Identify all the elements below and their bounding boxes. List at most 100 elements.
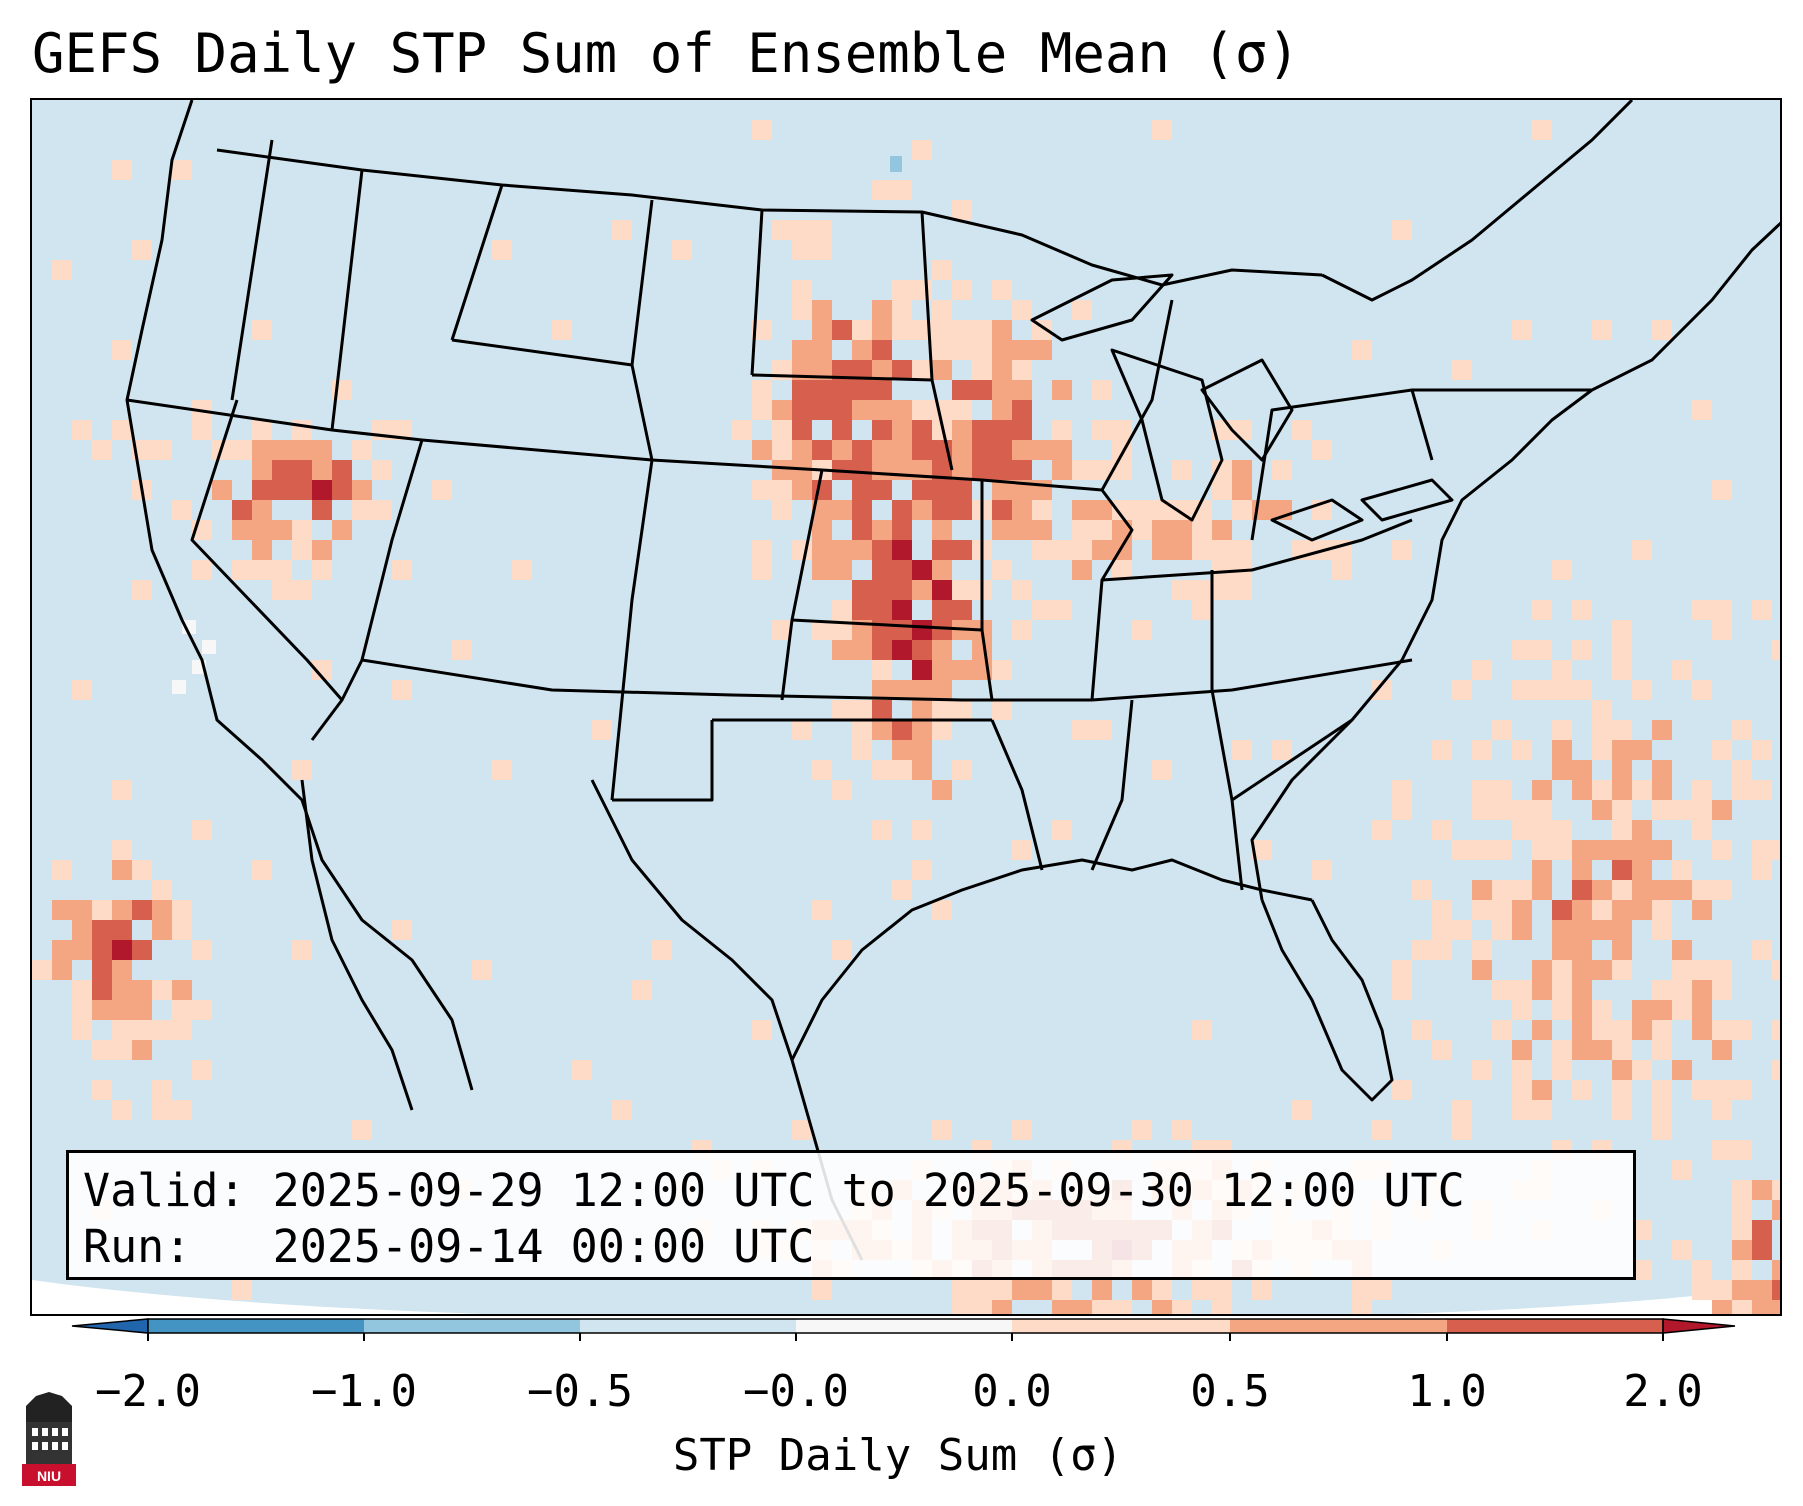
- valid-time-text: Valid: 2025-09-29 12:00 UTC to 2025-09-3…: [83, 1164, 1465, 1217]
- stp-cell: [72, 920, 92, 940]
- stp-cell: [1572, 1080, 1592, 1100]
- stp-cell: [932, 1120, 952, 1140]
- stp-cell: [112, 1000, 132, 1020]
- stp-cell: [812, 360, 832, 380]
- stp-cell: [32, 960, 52, 980]
- stp-cell: [72, 420, 92, 440]
- stp-cell: [1652, 840, 1672, 860]
- stp-cell: [1552, 820, 1572, 840]
- stp-cell: [1092, 520, 1112, 540]
- stp-cell: [912, 500, 932, 520]
- stp-cell: [1132, 520, 1152, 540]
- colorbar-bin: [364, 1319, 580, 1333]
- stp-cell: [1532, 120, 1552, 140]
- stp-cell: [1232, 740, 1252, 760]
- stp-cell: [1492, 880, 1512, 900]
- stp-cell: [1232, 480, 1252, 500]
- stp-cell: [1392, 1080, 1412, 1100]
- stp-cell: [272, 520, 292, 540]
- stp-cell: [892, 740, 912, 760]
- stp-cell: [1532, 1080, 1552, 1100]
- stp-cell: [872, 480, 892, 500]
- stp-cell: [1392, 780, 1412, 800]
- stp-cell: [812, 1280, 832, 1300]
- stp-cell: [772, 440, 792, 460]
- stp-cell: [1632, 680, 1652, 700]
- stp-cell: [892, 360, 912, 380]
- stp-cell: [232, 1280, 252, 1300]
- stp-cell: [1012, 580, 1032, 600]
- stp-cell: [1632, 1220, 1652, 1240]
- colorbar-bin: [1230, 1319, 1447, 1333]
- stp-cell: [1592, 920, 1612, 940]
- stp-cell: [1092, 500, 1112, 520]
- stp-cell: [1052, 540, 1072, 560]
- stp-cell: [1092, 1280, 1112, 1300]
- stp-cell: [1012, 400, 1032, 420]
- stp-cell: [612, 220, 632, 240]
- stp-cell: [1472, 780, 1492, 800]
- stp-cell: [932, 720, 952, 740]
- stp-cell: [1652, 900, 1672, 920]
- stp-cell: [1572, 600, 1592, 620]
- stp-cell: [812, 380, 832, 400]
- map-panel[interactable]: [30, 98, 1782, 1316]
- stp-cell: [972, 1300, 992, 1314]
- stp-cell: [1592, 320, 1612, 340]
- stp-cell: [1632, 840, 1652, 860]
- stp-cell: [1172, 520, 1192, 540]
- stp-cell: [252, 420, 272, 440]
- stp-cell: [892, 880, 912, 900]
- stp-cell: [892, 280, 912, 300]
- stp-cell: [1052, 420, 1072, 440]
- stp-cell: [1212, 560, 1232, 580]
- stp-cell: [1492, 840, 1512, 860]
- stp-cell: [1512, 820, 1532, 840]
- stp-cell: [992, 440, 1012, 460]
- stp-cell: [552, 320, 572, 340]
- stp-cell: [892, 680, 912, 700]
- stp-cell: [832, 560, 852, 580]
- stp-cell: [1012, 460, 1032, 480]
- stp-cell: [292, 580, 312, 600]
- stp-cell: [992, 480, 1012, 500]
- stp-cell: [132, 900, 152, 920]
- stp-cell: [1732, 1260, 1752, 1280]
- stp-cell: [1632, 1020, 1652, 1040]
- stp-cell: [1232, 420, 1252, 440]
- stp-cell: [932, 660, 952, 680]
- stp-cell: [1512, 1060, 1532, 1080]
- stp-cell: [832, 500, 852, 520]
- stp-cell: [912, 860, 932, 880]
- stp-cell: [172, 900, 192, 920]
- stp-cell: [852, 520, 872, 540]
- stp-cell: [932, 700, 952, 720]
- colorbar-bin: [796, 1319, 1012, 1333]
- stp-cell: [1752, 1300, 1772, 1314]
- stp-cell: [1512, 1100, 1532, 1120]
- stp-cell: [1532, 680, 1552, 700]
- stp-cell: [1072, 500, 1092, 520]
- stp-cell: [832, 380, 852, 400]
- stp-cell: [992, 700, 1012, 720]
- stp-map[interactable]: [32, 100, 1782, 1316]
- stp-cell: [832, 780, 852, 800]
- colorbar-tick-label: −0.5: [527, 1366, 633, 1417]
- stp-cell: [1552, 680, 1572, 700]
- stp-cell: [1112, 420, 1132, 440]
- stp-cell: [352, 440, 372, 460]
- stp-cell: [152, 1100, 172, 1120]
- stp-cell: [952, 440, 972, 460]
- stp-cell: [312, 660, 332, 680]
- stp-cell: [932, 340, 952, 360]
- stp-cell: [1512, 920, 1532, 940]
- stp-cell: [892, 180, 912, 200]
- stp-cell: [1692, 960, 1712, 980]
- stp-cell: [992, 360, 1012, 380]
- stp-cell: [1092, 420, 1112, 440]
- stp-cell: [1552, 740, 1572, 760]
- stp-cell: [1572, 840, 1592, 860]
- stp-cell: [392, 920, 412, 940]
- stp-cell: [1072, 720, 1092, 740]
- stp-cell: [1672, 660, 1692, 680]
